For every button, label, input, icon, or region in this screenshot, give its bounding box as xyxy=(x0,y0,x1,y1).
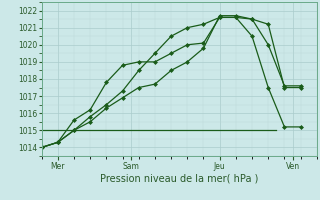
X-axis label: Pression niveau de la mer( hPa ): Pression niveau de la mer( hPa ) xyxy=(100,173,258,183)
